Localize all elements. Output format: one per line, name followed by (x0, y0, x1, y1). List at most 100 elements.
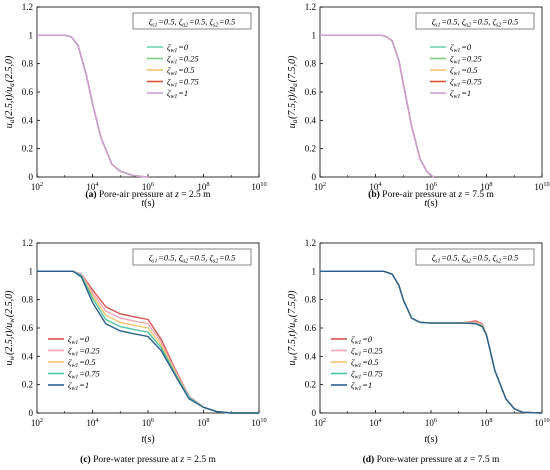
series-line-5 (37, 34, 150, 178)
legend-entry: ζw1 =0.75 (68, 369, 100, 381)
x-axis-label: t(s) (141, 198, 154, 209)
x-tick-label: 1010 (251, 417, 266, 428)
y-tick-label: 1 (312, 30, 317, 40)
y-tick-label: 1.2 (305, 238, 316, 248)
y-tick-label: 0.4 (22, 351, 34, 361)
x-tick-label: 106 (142, 417, 154, 428)
annotation-text: ζs1 =0.5, ζa2 =0.5, ζs2 =0.5 (149, 253, 236, 265)
legend-entry: ζw1 =0.25 (68, 346, 100, 358)
y-tick-label: 0.8 (305, 295, 317, 305)
y-tick-label: 0.6 (22, 87, 34, 97)
x-tick-label: 108 (197, 181, 209, 192)
series-line-4 (320, 34, 435, 178)
y-tick-label: 0.8 (22, 59, 34, 69)
series-line-1 (320, 34, 435, 178)
x-tick-label: 104 (369, 417, 382, 428)
legend-entry: ζw1 =0.5 (68, 357, 95, 369)
x-tick-label: 108 (197, 417, 209, 428)
y-tick-label: 0 (29, 172, 34, 182)
chart-panel-3: 0 0.2 0.4 0.6 0.8 1 1.2 102 104 106 108 1010 t(s) uw … (4, 238, 267, 465)
x-tick-label: 102 (314, 181, 326, 192)
legend-entry: ζw1 =0.75 (167, 77, 199, 89)
annotation-box (132, 248, 252, 266)
y-tick-label: 0.8 (22, 295, 34, 305)
legend-entry: ζw1 =0.5 (450, 65, 477, 77)
y-axis-label: uw (7.5,t)/uw (7.5,0) (287, 290, 299, 366)
chart-panel-4: 0 0.2 0.4 0.6 0.8 1 1.2 102 104 106 108 1010 t(s) uw … (287, 238, 550, 465)
annotation-text: ζs1 =0.5, ζa2 =0.5, ζs2 =0.5 (432, 17, 519, 29)
annotation-text: ζs1 =0.5, ζa2 =0.5, ζs2 =0.5 (149, 17, 236, 29)
series-line-5 (320, 270, 543, 414)
x-axis-label: t(s) (141, 434, 154, 445)
series-line-5 (320, 34, 435, 178)
y-tick-label: 0 (312, 408, 317, 418)
y-tick-label: 0 (312, 172, 317, 182)
annotation-box (415, 248, 535, 266)
x-tick-label: 104 (86, 181, 99, 192)
x-tick-label: 102 (314, 417, 326, 428)
y-axis-label: ua (7.5,t)/ua (7.5,0) (287, 55, 299, 128)
x-tick-label: 108 (480, 181, 492, 192)
x-tick-label: 104 (369, 181, 382, 192)
annotation-box (415, 12, 535, 30)
legend-entry: ζw1 =0.25 (351, 346, 383, 358)
chart-panel-2: 0 0.2 0.4 0.6 0.8 1 1.2 102 104 106 108 1010 t(s) ua … (287, 2, 550, 209)
legend-entry: ζw1 =0 (450, 42, 472, 54)
annotation-box (132, 12, 252, 30)
panel-caption: (c) Pore-water pressure at z = 2.5 m (80, 454, 216, 465)
legend-entry: ζw1 =0.5 (167, 65, 194, 77)
x-tick-label: 106 (425, 181, 437, 192)
x-tick-label: 1010 (251, 181, 266, 192)
panel-caption: (b) Pore-air pressure at z = 7.5 m (368, 189, 494, 200)
legend-entry: ζw1 =0.75 (450, 77, 482, 89)
x-tick-label: 104 (86, 417, 99, 428)
y-tick-label: 1 (29, 266, 34, 276)
y-tick-label: 1 (29, 30, 34, 40)
legend-entry: ζw1 =1 (167, 88, 188, 100)
y-tick-label: 0.2 (305, 380, 316, 390)
panel-caption: (a) Pore-air pressure at z = 2.5 m (85, 189, 211, 200)
x-tick-label: 1010 (534, 417, 549, 428)
legend-entry: ζw1 =0.75 (351, 369, 383, 381)
x-tick-label: 108 (480, 417, 492, 428)
annotation-text: ζs1 =0.5, ζa2 =0.5, ζs2 =0.5 (432, 253, 519, 265)
x-tick-label: 106 (142, 181, 154, 192)
x-tick-label: 102 (31, 181, 43, 192)
x-axis-label: t(s) (424, 198, 437, 209)
legend-entry: ζw1 =1 (351, 380, 372, 392)
y-tick-label: 0.4 (305, 115, 317, 125)
plot-frame (319, 6, 543, 178)
series-line-2 (320, 34, 435, 178)
panel-caption: (d) Pore-water pressure at z = 7.5 m (363, 454, 500, 465)
y-tick-label: 0.4 (22, 115, 34, 125)
chart-panel-1: 0 0.2 0.4 0.6 0.8 1 1.2 102 104 106 108 1010 t(s) ua … (4, 2, 267, 209)
y-tick-label: 0.6 (22, 323, 34, 333)
y-tick-label: 1.2 (22, 238, 33, 248)
y-tick-label: 1 (312, 266, 317, 276)
legend-entry: ζw1 =0.25 (450, 54, 482, 66)
x-tick-label: 106 (425, 417, 437, 428)
legend-entry: ζw1 =0 (351, 334, 373, 346)
legend-entry: ζw1 =0 (167, 42, 189, 54)
series-line-5 (37, 270, 259, 414)
legend-entry: ζw1 =0 (68, 334, 90, 346)
y-tick-label: 0.2 (305, 144, 316, 154)
y-axis-label: ua (2.5,t)/ua (2.5,0) (4, 55, 16, 128)
y-tick-label: 0.6 (305, 323, 317, 333)
y-axis-label: uw (2.5,t)/uw (2.5,0) (4, 290, 16, 366)
legend-entry: ζw1 =1 (450, 88, 471, 100)
y-tick-label: 0 (29, 408, 34, 418)
legend-entry: ζw1 =0.5 (351, 357, 378, 369)
legend-entry: ζw1 =0.25 (167, 54, 199, 66)
plot-frame (36, 6, 260, 178)
y-tick-label: 0.2 (22, 380, 33, 390)
y-tick-label: 1.2 (22, 2, 33, 12)
series-line-3 (320, 34, 435, 178)
legend-entry: ζw1 =1 (68, 380, 89, 392)
y-tick-label: 0.6 (305, 87, 317, 97)
y-tick-label: 0.2 (22, 144, 33, 154)
x-axis-label: t(s) (424, 434, 437, 445)
y-tick-label: 1.2 (305, 2, 316, 12)
x-tick-label: 102 (31, 417, 43, 428)
